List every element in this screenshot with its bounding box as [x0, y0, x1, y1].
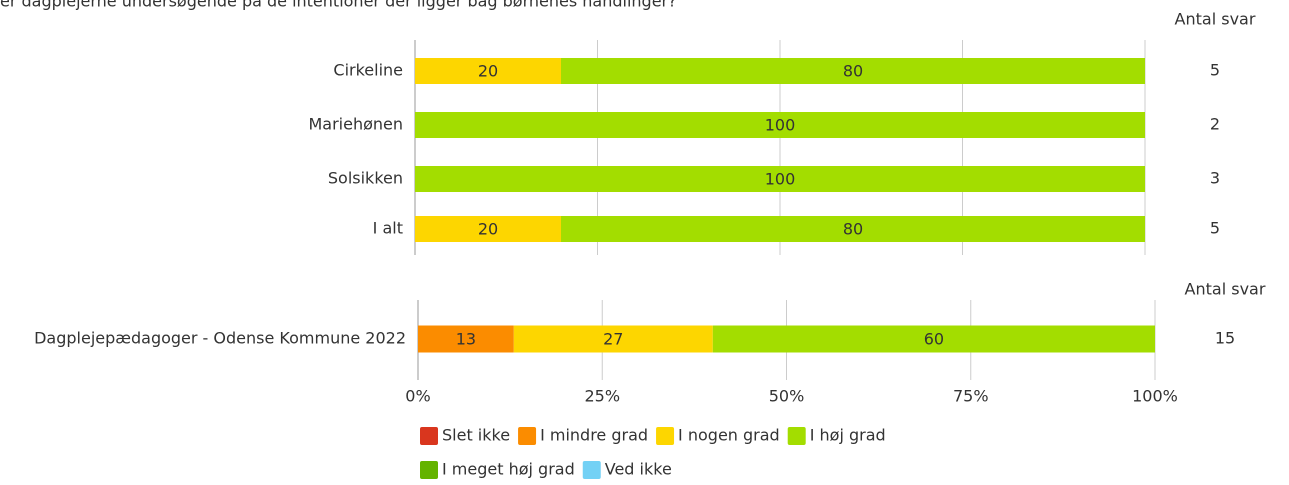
data-label: 27	[603, 330, 623, 349]
legend-label: I mindre grad	[540, 426, 648, 445]
category-label: Mariehønen	[308, 115, 403, 134]
data-label: 13	[456, 330, 476, 349]
bar-segment	[513, 325, 713, 353]
legend-label: I høj grad	[810, 426, 886, 445]
count-value: 2	[1210, 115, 1220, 134]
legend-label: I nogen grad	[678, 426, 780, 445]
data-label: 60	[924, 330, 944, 349]
category-label: Cirkeline	[333, 61, 403, 80]
bar-segment	[415, 112, 1145, 138]
data-label: 20	[478, 62, 498, 81]
x-tick-label: 25%	[584, 387, 620, 406]
legend-label: I meget høj grad	[442, 460, 575, 479]
legend-swatch	[582, 461, 601, 479]
bar-segment	[415, 166, 1145, 192]
count-value: 5	[1210, 61, 1220, 80]
data-label: 100	[765, 170, 796, 189]
bar-segment	[712, 325, 1155, 353]
legend-swatch	[787, 427, 806, 445]
bar-segment	[415, 216, 561, 242]
x-tick-label: 0%	[405, 387, 430, 406]
x-tick-label: 100%	[1132, 387, 1178, 406]
bar-segment	[561, 58, 1145, 84]
count-header: Antal svar	[1175, 10, 1256, 29]
legend-swatch	[518, 427, 537, 445]
category-label: Dagplejepædagoger - Odense Kommune 2022	[34, 329, 406, 348]
category-label: I alt	[373, 219, 403, 238]
count-value: 3	[1210, 169, 1220, 188]
legend-swatch	[656, 427, 675, 445]
legend-label: Slet ikke	[442, 426, 510, 445]
bar-segment	[415, 58, 561, 84]
count-header: Antal svar	[1185, 280, 1266, 299]
x-tick-label: 75%	[953, 387, 989, 406]
bar-segment	[561, 216, 1145, 242]
count-value: 5	[1210, 219, 1220, 238]
x-tick-label: 50%	[769, 387, 805, 406]
data-label: 80	[843, 220, 863, 239]
bar-segment	[418, 325, 514, 353]
legend-label: Ved ikke	[605, 460, 672, 479]
data-label: 100	[765, 116, 796, 135]
data-label: 20	[478, 220, 498, 239]
question-title: er dagplejerne undersøgende på de intent…	[0, 0, 677, 11]
data-label: 80	[843, 62, 863, 81]
legend-swatch	[420, 461, 438, 479]
legend-swatch	[420, 427, 438, 445]
count-value: 15	[1215, 329, 1235, 348]
category-label: Solsikken	[328, 169, 403, 188]
